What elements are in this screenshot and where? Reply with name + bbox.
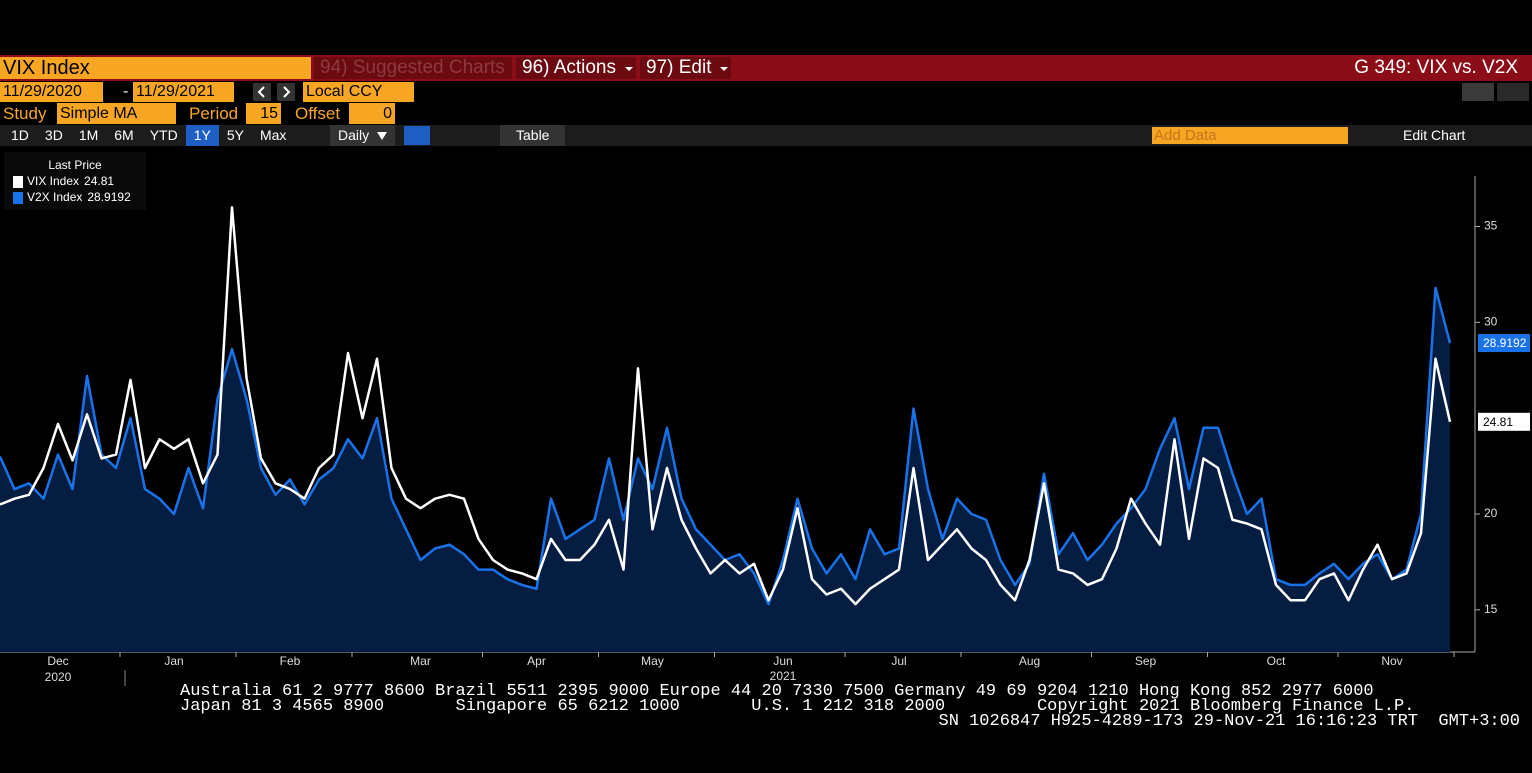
last-value-label: 28.9192 [1483,336,1527,350]
edit-label: 97) Edit [646,57,712,78]
legend-value: 28.9192 [87,190,131,204]
legend-swatch [13,176,23,188]
y-tick-label: 20 [1484,506,1498,520]
edit-chart-button[interactable]: Edit Chart [1403,127,1466,143]
prev-button[interactable] [253,83,271,101]
footer-line: Australia 61 2 9777 8600 Brazil 5511 239… [180,682,1374,701]
y-tick-label: 15 [1484,602,1498,616]
offset-field[interactable]: 0 [349,103,395,124]
period-button[interactable]: 6M [114,127,134,143]
last-value-tag [1478,412,1530,431]
study-label: Study [3,104,47,123]
y-tick-label: 30 [1484,315,1498,329]
footer-line: SN 1026847 H925-4289-173 29-Nov-21 16:16… [938,712,1521,731]
x-tick-label: Jul [891,654,906,668]
offset-label: Offset [295,104,341,123]
x-tick-label: Oct [1267,654,1286,668]
x-tick-label: Dec [47,654,68,668]
chevron-left [257,86,265,98]
legend-box [4,152,146,210]
period-button[interactable]: 1M [78,127,99,143]
add-data-field[interactable]: Add Data [1152,127,1348,144]
last-value-tag [1478,334,1530,353]
line-chart-button[interactable] [404,126,430,145]
currency-field[interactable]: Local CCY [303,82,414,102]
footer-line: Japan 81 3 4565 8900 Singapore 65 6212 1… [180,697,1415,716]
table-button[interactable]: Table [500,125,566,146]
dropdown-icon [377,132,388,140]
legend-value: 24.81 [84,174,114,188]
security-field[interactable]: VIX Index [0,57,311,79]
period-button[interactable]: Max [259,127,287,143]
actions-label: 96) Actions [522,57,616,78]
redo-button[interactable] [1497,83,1529,101]
period-button[interactable]: YTD [149,127,178,143]
period-field[interactable]: 15 [246,103,281,124]
period-label: Period [189,104,239,123]
dropdown-icon [720,67,729,71]
footer: Australia 61 2 9777 8600 Brazil 5511 239… [180,682,1521,731]
undo-button[interactable] [1462,83,1494,101]
page-title: G 349: VIX vs. V2X [1354,57,1518,78]
chevron-right [283,86,291,98]
last-value-label: 24.81 [1483,415,1513,429]
dropdown-icon [625,67,633,71]
x-tick-label: Apr [527,654,546,668]
frequency-label: Daily [338,127,370,143]
year-label: 2021 [770,669,797,683]
period-button[interactable]: 1Y [185,125,219,146]
period-buttons: 1D 3D 1M 6M YTD 1Y 5Y Max [3,125,294,146]
actions-menu[interactable]: 96) Actions [516,57,636,79]
x-tick-label: May [641,654,664,668]
legend-name: V2X Index [27,190,82,204]
next-button[interactable] [277,83,295,101]
frequency-menu[interactable]: Daily [330,125,396,146]
legend-name: VIX Index [27,174,79,188]
x-tick-label: Aug [1019,654,1040,668]
suggested-charts[interactable]: 94) Suggested Charts [314,57,512,79]
series-line [0,206,1452,606]
start-date[interactable]: 11/29/2020 [0,82,103,102]
date-separator: - [123,83,129,100]
legend-entry: V2X Index 28.9192 [27,190,131,204]
legend-swatch [13,192,23,204]
study-field[interactable]: Simple MA [57,103,176,124]
legend-entry: VIX Index 24.81 [27,174,114,188]
y-tick-label: 35 [1484,219,1498,233]
period-button[interactable]: 5Y [226,127,244,143]
period-button[interactable]: 1D [11,127,29,143]
legend-title: Last Price [48,158,102,172]
x-tick-label: Jan [164,654,183,668]
period-button[interactable]: 3D [44,127,63,143]
x-tick-label: Feb [280,654,301,668]
year-label: 2020 [45,670,72,684]
x-tick-label: Jun [773,654,792,668]
x-tick-label: Nov [1381,654,1402,668]
edit-menu[interactable]: 97) Edit [640,57,731,79]
x-tick-label: Mar [410,654,431,668]
end-date[interactable]: 11/29/2021 [133,82,234,102]
x-tick-label: Sep [1135,654,1157,668]
